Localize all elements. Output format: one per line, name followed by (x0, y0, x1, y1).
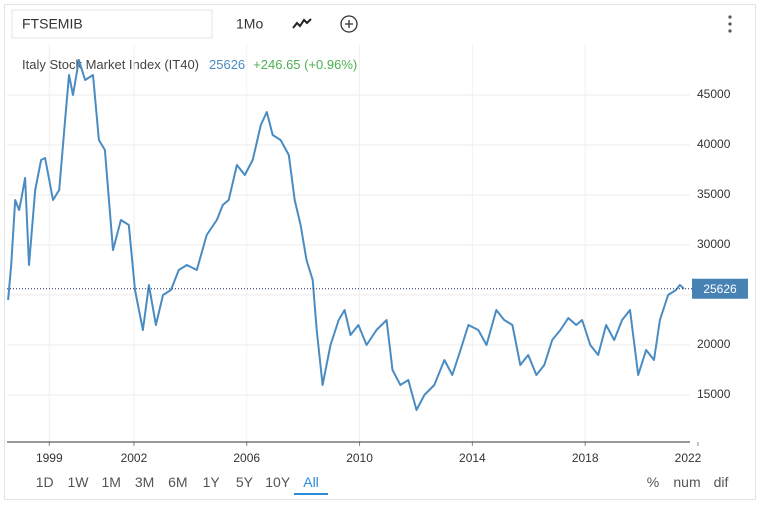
range-button[interactable]: dif (713, 474, 729, 490)
legend-value: 25626 (209, 57, 245, 72)
y-tick-label: 40000 (697, 137, 731, 151)
range-button[interactable]: 3M (134, 474, 155, 490)
interval[interactable]: 1Mo (236, 16, 263, 32)
range-button[interactable]: All (294, 474, 328, 495)
y-tick-label: 15000 (697, 387, 731, 401)
x-tick-label: 2014 (459, 451, 486, 465)
line-series (7, 59, 685, 411)
range-button[interactable]: 1Y (202, 474, 220, 490)
range-buttons: 1D 1W 1M 3M 6M 1Y 5Y 10Y All (28, 474, 328, 495)
range-button[interactable]: 1D (35, 474, 54, 490)
range-button[interactable]: 1W (67, 474, 89, 490)
add-icon-plus (345, 20, 353, 28)
y-tick-label: 30000 (697, 237, 731, 251)
last-value-label: 25626 (703, 282, 737, 296)
add-icon[interactable] (340, 15, 358, 33)
legend: Italy Stock Market Index (IT40) 25626 +246… (22, 57, 357, 72)
symbol-text: FTSEMIB (22, 16, 83, 32)
mode-buttons: % num dif (636, 474, 738, 493)
range-button[interactable]: 6M (168, 474, 188, 490)
range-button[interactable]: num (673, 474, 701, 490)
x-tick-label: 2018 (572, 451, 599, 465)
x-tick-label: 1999 (36, 451, 63, 465)
x-tick-label: 2010 (346, 451, 373, 465)
menu-icon[interactable] (728, 15, 732, 33)
range-button[interactable]: 5Y (235, 474, 253, 490)
x-tick-label: 2006 (233, 451, 260, 465)
range-button[interactable]: % (646, 474, 660, 490)
y-tick-label: 35000 (697, 187, 731, 201)
frame (4, 4, 756, 500)
y-tick-label: 20000 (697, 337, 731, 351)
range-button[interactable]: 1M (101, 474, 121, 490)
chart-type-icon[interactable] (292, 18, 312, 29)
range-button[interactable]: 10Y (265, 474, 291, 490)
legend-title: Italy Stock Market Index (IT40) (22, 57, 199, 72)
symbol-input[interactable] (11, 9, 213, 39)
x-tick-label: 2002 (121, 451, 148, 465)
legend-change: +246.65 (+0.96%) (253, 57, 357, 72)
y-tick-label: 45000 (697, 87, 731, 101)
x-tick-label: 2022 (675, 451, 702, 465)
last-value-badge (692, 278, 748, 299)
